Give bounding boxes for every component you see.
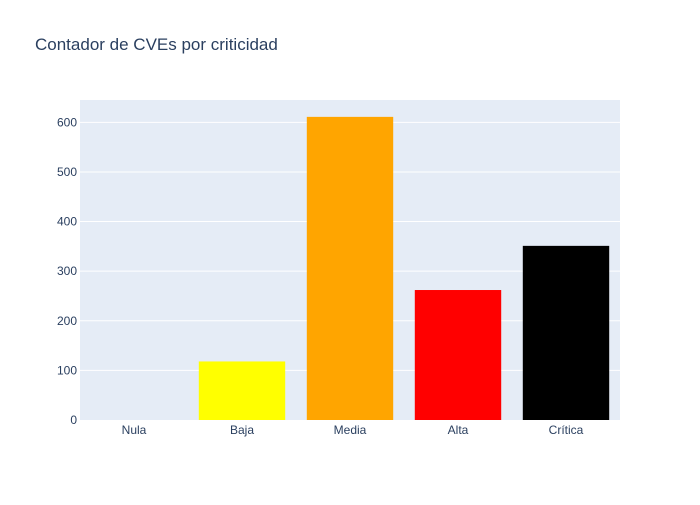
y-axis-ticks: 0 100 200 300 400 500 600	[57, 115, 77, 427]
x-axis-ticks: Nula Baja Media Alta Crítica	[122, 423, 584, 437]
y-tick-label: 100	[57, 363, 77, 377]
y-tick-label: 0	[70, 413, 77, 427]
y-tick-label: 500	[57, 165, 77, 179]
bars	[198, 116, 610, 420]
bar-baja[interactable]	[198, 361, 286, 420]
y-tick-label: 300	[57, 264, 77, 278]
y-tick-label: 600	[57, 115, 77, 129]
x-tick-label: Crítica	[549, 423, 584, 437]
bar-media[interactable]	[306, 116, 394, 420]
chart-title: Contador de CVEs por criticidad	[35, 35, 278, 54]
x-tick-label: Media	[334, 423, 367, 437]
bar-critica[interactable]	[522, 245, 610, 420]
x-tick-label: Alta	[448, 423, 469, 437]
x-tick-label: Baja	[230, 423, 254, 437]
y-tick-label: 400	[57, 215, 77, 229]
x-tick-label: Nula	[122, 423, 147, 437]
bar-alta[interactable]	[414, 290, 502, 420]
y-tick-label: 200	[57, 314, 77, 328]
